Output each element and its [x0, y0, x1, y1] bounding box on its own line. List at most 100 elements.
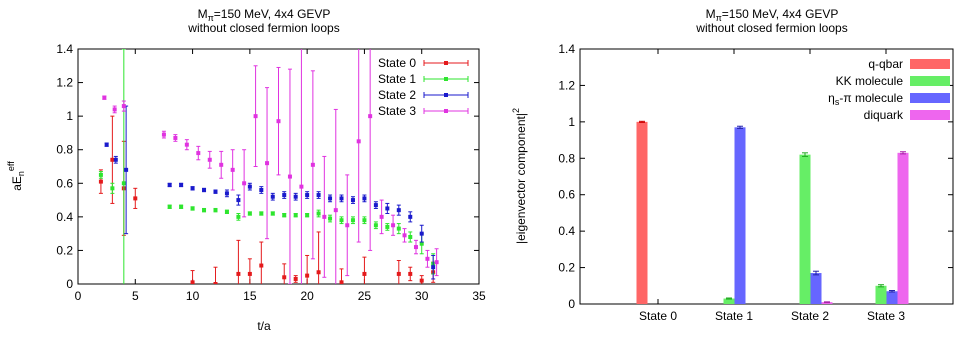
category-label: State 2: [791, 309, 829, 323]
data-point: [265, 161, 270, 166]
category-label: State 0: [639, 309, 677, 323]
left-x-tick-label: 25: [358, 289, 372, 303]
legend-label-series-0: q-qbar: [868, 57, 903, 71]
data-point: [402, 233, 407, 238]
right-axes: [579, 48, 954, 305]
data-point: [104, 142, 109, 147]
legend-marker: [444, 93, 448, 97]
data-point: [425, 256, 430, 261]
data-point: [305, 273, 310, 278]
legend-marker: [444, 77, 448, 81]
legend-swatch: [910, 59, 950, 69]
data-point: [339, 218, 344, 223]
data-point: [224, 191, 229, 196]
series-state-2: [104, 105, 436, 280]
right-category-labels: State 0 State 1 State 2 State 3: [639, 309, 905, 323]
data-point: [368, 114, 373, 119]
data-point: [362, 218, 367, 223]
data-point: [113, 157, 118, 162]
left-y-tick-label: 1: [66, 109, 73, 123]
data-point: [102, 95, 107, 100]
data-point: [316, 211, 321, 216]
right-title-line1: Mπ=150 MeV, 4x4 GEVP: [706, 7, 839, 23]
right-y-tick-label: 1.4: [558, 42, 575, 56]
data-point: [247, 184, 252, 189]
data-point: [419, 278, 424, 283]
left-y-axis-label-sup: eff: [6, 161, 16, 171]
data-point: [110, 186, 115, 191]
data-point: [213, 282, 218, 284]
left-legend: State 0 State 1 State 2 State 3: [378, 56, 469, 118]
data-point: [213, 189, 218, 194]
category-label: State 1: [715, 309, 753, 323]
data-point: [299, 184, 304, 189]
data-point: [350, 218, 355, 223]
data-point: [362, 271, 367, 276]
left-y-axis-label: aEneff: [6, 161, 26, 191]
data-point: [196, 151, 201, 156]
left-chart: Mπ=150 MeV, 4x4 GEVP without closed ferm…: [6, 7, 486, 333]
data-point: [190, 186, 195, 191]
data-point: [276, 119, 281, 124]
data-point: [408, 271, 413, 276]
left-x-tick-labels: 0 5 10 15 20 25 30 35: [75, 289, 486, 303]
bar-state-0-series-0: [636, 121, 648, 304]
data-point: [219, 162, 224, 167]
data-point: [322, 214, 327, 219]
data-point: [110, 157, 115, 162]
right-y-tick-label: 1: [568, 115, 575, 129]
data-point: [316, 270, 321, 275]
left-x-tick-label: 20: [300, 289, 314, 303]
right-chart: Mπ=150 MeV, 4x4 GEVP without closed ferm…: [511, 7, 954, 323]
left-x-tick-label: 10: [186, 289, 200, 303]
data-point: [242, 181, 247, 186]
legend-swatch: [910, 110, 950, 120]
left-data-series: [98, 49, 439, 284]
data-point: [413, 245, 418, 250]
bar-state-1-series-2: [734, 127, 746, 304]
series-state-1: [98, 49, 436, 284]
left-plot-frame: [77, 48, 480, 285]
data-point: [282, 213, 287, 218]
right-y-tick-label: 1.2: [558, 78, 575, 92]
right-y-axis-label: |eigenvector component|2: [511, 108, 528, 244]
data-point: [328, 216, 333, 221]
legend-label-state-2: State 2: [378, 88, 416, 102]
data-point: [236, 214, 241, 219]
data-point: [282, 275, 287, 280]
data-point: [270, 194, 275, 199]
legend-label-series-1: KK molecule: [836, 74, 904, 88]
left-y-tick-label: 1.4: [56, 42, 73, 56]
left-y-tick-label: 0.6: [56, 176, 73, 190]
right-y-axis-label-sup: 2: [511, 108, 521, 113]
data-point: [408, 235, 413, 239]
left-y-tick-label: 1.2: [56, 76, 73, 90]
data-point: [121, 181, 126, 186]
data-point: [259, 263, 264, 268]
data-point: [270, 211, 275, 216]
data-point: [224, 209, 229, 214]
data-point: [161, 132, 166, 137]
data-point: [247, 271, 252, 276]
data-point: [396, 226, 401, 231]
right-y-tick-label: 0.2: [558, 261, 575, 275]
data-point: [236, 198, 241, 203]
data-point: [350, 198, 355, 203]
right-y-tick-label: 0.6: [558, 188, 575, 202]
data-point: [339, 196, 344, 201]
right-y-tick-labels: 0 0.2 0.4 0.6 0.8 1 1.2 1.4: [558, 42, 575, 311]
right-plot-frame: [579, 48, 954, 305]
left-x-tick-label: 5: [132, 289, 139, 303]
right-bars: [636, 120, 909, 304]
data-point: [385, 206, 390, 211]
left-y-tick-label: 0.8: [56, 143, 73, 157]
data-point: [396, 271, 401, 276]
legend-label-state-1: State 1: [378, 72, 416, 86]
bar-state-3-series-2: [886, 291, 898, 304]
category-label: State 3: [867, 309, 905, 323]
data-point: [112, 107, 117, 112]
data-point: [190, 280, 195, 284]
bar-state-2-series-2: [810, 273, 822, 304]
data-point: [282, 193, 287, 198]
data-point: [167, 204, 172, 209]
